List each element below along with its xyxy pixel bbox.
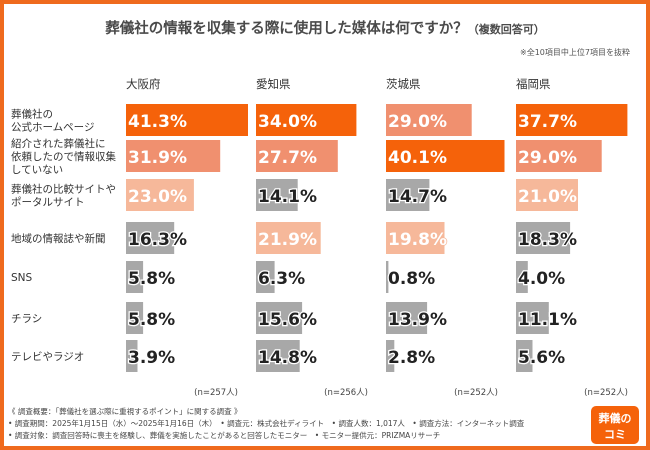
logo-text-1: 葬儀の: [599, 411, 632, 425]
value-label: 29.0%: [518, 148, 577, 168]
value-label: 19.8%: [388, 230, 447, 250]
value-label: 15.6%: [258, 310, 317, 330]
title-suffix: （複数回答可）: [467, 23, 545, 36]
data-bar: [256, 179, 298, 211]
value-label: 16.3%: [128, 230, 187, 250]
data-bar: [256, 104, 357, 136]
chart-title: 葬儀社の情報を収集する際に使用した媒体は何ですか？（複数回答可）: [0, 17, 650, 38]
title-main: 葬儀社の情報を収集する際に使用した媒体は何ですか？: [105, 21, 468, 37]
chart-note: ※全10項目中上位7項目を抜粋: [520, 48, 630, 57]
value-label: 6.3%: [258, 269, 305, 289]
data-bar: [516, 261, 528, 293]
region-header: 福岡県: [516, 77, 551, 91]
data-bar: [386, 179, 430, 211]
value-label: 37.7%: [518, 112, 577, 132]
sample-size: (n=252人): [454, 388, 498, 398]
data-bar: [516, 104, 628, 136]
sample-size: (n=257人): [194, 388, 238, 398]
footer-line: • 調査対象：調査回答時に喪主を経験し、葬儀を実施したことがあると回答したモニタ…: [8, 431, 441, 441]
data-bar: [126, 340, 138, 372]
data-bar: [386, 104, 472, 136]
data-bar: [126, 140, 221, 172]
category-label: 葬儀社の公式ホームページ: [11, 107, 94, 133]
value-label: 27.7%: [258, 148, 317, 168]
data-bar: [256, 302, 303, 334]
value-label: 29.0%: [388, 112, 447, 132]
data-bar: [256, 222, 321, 254]
category-label: SNS: [11, 272, 33, 284]
value-label: 23.0%: [128, 187, 187, 207]
footer-line: 《 調査概要：「葬儀社を選ぶ際に重視するポイント」に関する調査 》: [8, 407, 242, 416]
data-bar: [516, 222, 571, 254]
value-label: 2.8%: [388, 348, 435, 368]
value-label: 11.1%: [518, 310, 577, 330]
sogi-no-komi-logo: 葬儀の コミ: [591, 406, 639, 444]
value-label: 0.8%: [388, 269, 435, 289]
value-label: 40.1%: [388, 148, 447, 168]
value-label: 21.0%: [518, 187, 577, 207]
region-header: 茨城県: [386, 77, 421, 91]
data-bar: [516, 302, 549, 334]
category-label: 葬儀社の比較サイトやポータルサイト: [11, 182, 116, 208]
value-label: 14.1%: [258, 187, 317, 207]
value-label: 5.8%: [128, 310, 175, 330]
sample-size: (n=252人): [584, 388, 628, 398]
data-bar: [256, 261, 275, 293]
value-label: 14.7%: [388, 187, 447, 207]
region-header: 大阪府: [126, 77, 161, 91]
data-bar: [126, 261, 144, 293]
data-bar: [256, 140, 338, 172]
data-bar: [256, 340, 300, 372]
data-bar: [516, 340, 533, 372]
logo-text-2: コミ: [604, 428, 626, 441]
value-label: 14.8%: [258, 348, 317, 368]
value-label: 21.9%: [258, 230, 317, 250]
data-bar: [126, 302, 144, 334]
value-label: 41.3%: [128, 112, 187, 132]
footer-line: • 調査期間：2025年1月15日（水）～2025年1月16日（木） • 調査元…: [8, 419, 525, 429]
data-bar: [516, 179, 578, 211]
category-label: 地域の情報誌や新聞: [11, 232, 106, 245]
data-bar: [386, 140, 505, 172]
value-label: 5.6%: [518, 348, 565, 368]
category-label: 紹介された葬儀社に依頼したので情報収集していない: [11, 137, 116, 176]
value-label: 34.0%: [258, 112, 317, 132]
data-bar: [126, 222, 175, 254]
data-bar: [386, 340, 395, 372]
data-bar: [386, 302, 428, 334]
data-bar: [516, 140, 602, 172]
data-bar: [386, 261, 389, 293]
sample-size: (n=256人): [324, 388, 368, 398]
region-header: 愛知県: [256, 77, 291, 91]
value-label: 31.9%: [128, 148, 187, 168]
data-bar: [126, 179, 194, 211]
category-label: テレビやラジオ: [11, 351, 84, 363]
value-label: 5.8%: [128, 269, 175, 289]
value-label: 13.9%: [388, 310, 447, 330]
value-label: 18.3%: [518, 230, 577, 250]
value-label: 4.0%: [518, 269, 565, 289]
value-label: 3.9%: [128, 348, 175, 368]
data-bar: [126, 104, 248, 136]
survey-footer: 《 調査概要：「葬儀社を選ぶ際に重視するポイント」に関する調査 》 • 調査期間…: [8, 406, 524, 443]
category-label: チラシ: [11, 313, 42, 325]
data-bar: [386, 222, 445, 254]
